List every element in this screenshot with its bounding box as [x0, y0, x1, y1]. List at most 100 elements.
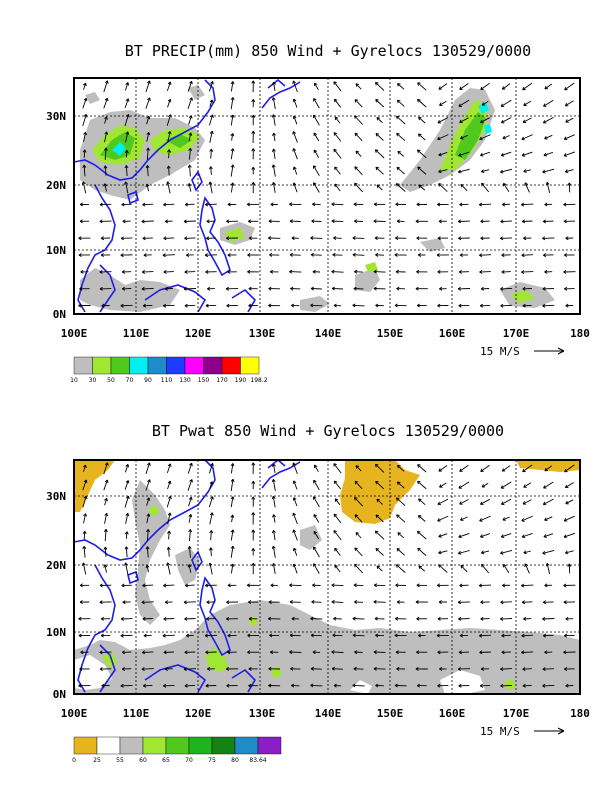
wind-vector [125, 131, 129, 143]
wind-vector [439, 100, 447, 106]
wind-vector-head [313, 165, 317, 169]
wind-vector-head [184, 236, 188, 241]
wind-vector [459, 464, 469, 472]
wind-vector-head [120, 303, 124, 308]
wind-vector-head [104, 80, 109, 84]
wind-vector-head [396, 132, 400, 137]
wind-vector-head [544, 583, 548, 588]
wind-vector-head [184, 303, 188, 308]
wind-vector [376, 565, 383, 572]
colorbar-swatch [129, 356, 149, 375]
vector-scale-label: 15 M/S [480, 345, 520, 358]
wind-vector-head [187, 183, 192, 187]
wind-vector-head [80, 650, 84, 655]
wind-vector-head [225, 667, 230, 671]
wind-vector-head [248, 683, 252, 688]
wind-vector-head [268, 303, 272, 308]
wind-vector [313, 98, 320, 109]
wind-vector-head [437, 236, 441, 241]
wind-vector [564, 515, 575, 522]
wind-vector-head [164, 286, 168, 291]
wind-vector [83, 464, 87, 472]
wind-vector-head [83, 131, 87, 136]
precip-panel: BT PRECIP(mm) 850 Wind + Gyrelocs 130529… [46, 42, 590, 384]
wind-vector [293, 182, 298, 193]
wind-vector-head [502, 135, 506, 140]
wind-vector [354, 115, 364, 125]
wind-vector [501, 498, 512, 505]
wind-vector-head [501, 86, 506, 90]
wind-vector [163, 271, 174, 273]
japan-coast [261, 78, 301, 109]
wind-vector-head [397, 150, 401, 155]
wind-vector-head [122, 219, 126, 224]
wind-vector-head [501, 468, 506, 472]
wind-vector-head [226, 236, 230, 241]
wind-vector-head [314, 464, 318, 468]
wind-vector-head [459, 468, 463, 472]
wind-vector-head [142, 202, 146, 207]
wind-vector [417, 82, 427, 91]
wind-vector-head [395, 236, 399, 240]
wind-vector-head [313, 149, 318, 154]
wind-vector-head [269, 650, 274, 655]
wind-vector [352, 254, 365, 256]
wind-vector [523, 482, 532, 488]
wind-vector-head [291, 303, 295, 308]
wind-vector-head [564, 550, 569, 555]
wind-vector-head [543, 485, 547, 489]
wind-vector [354, 497, 364, 507]
wind-vector [438, 151, 448, 156]
wind-vector-head [416, 650, 420, 655]
wind-vector-head [478, 583, 483, 588]
wind-vector-head [230, 133, 235, 137]
wind-vector-head [210, 496, 214, 500]
wind-vector [523, 169, 532, 173]
wind-vector-head [376, 565, 380, 570]
wind-vector-head [458, 650, 462, 655]
colorbar-swatch [73, 736, 98, 755]
wind-vector-head [292, 512, 296, 517]
wind-vector-head [521, 650, 525, 655]
wind-vector [331, 271, 344, 273]
wind-vector [146, 115, 150, 125]
wind-vector [546, 182, 551, 194]
wind-vector-head [352, 236, 356, 240]
wind-vector [375, 82, 385, 91]
wind-vector-head [81, 562, 86, 566]
wind-vector-head [438, 564, 442, 568]
wind-vector [230, 545, 234, 558]
hainan-coast [127, 190, 139, 205]
wind-vector [396, 497, 406, 507]
colorbar-swatch [119, 736, 144, 755]
wind-vector-head [567, 563, 572, 567]
wind-vector [121, 237, 133, 239]
wind-vector [501, 533, 512, 538]
wind-vector-head [141, 286, 145, 291]
x-tick-label: 140E [315, 707, 342, 720]
wind-vector-head [209, 481, 214, 485]
wind-vector-head [125, 114, 130, 118]
wind-vector-head [521, 534, 526, 539]
wind-vector-head [479, 683, 484, 688]
wind-vector-head [183, 219, 187, 224]
wind-vector [210, 166, 212, 175]
wind-vector [375, 480, 385, 490]
wind-vector [437, 515, 449, 522]
wind-vector [396, 564, 406, 573]
wind-vector [481, 182, 490, 193]
wind-vector-head [355, 532, 360, 536]
wind-vector-head [544, 135, 548, 140]
y-tick-label: 10N [46, 626, 66, 639]
wind-vector [502, 135, 510, 139]
wind-vector-head [481, 563, 485, 568]
wind-vector-head [313, 132, 318, 136]
wind-vector-head [544, 269, 548, 274]
colorbar-swatch [221, 356, 241, 375]
wind-vector-head [225, 286, 230, 291]
wind-vector-head [291, 236, 295, 241]
x-tick-label: 150E [377, 327, 404, 340]
wind-vector [120, 684, 133, 687]
wind-vector-head [415, 219, 419, 224]
wind-vector-head [163, 303, 167, 308]
